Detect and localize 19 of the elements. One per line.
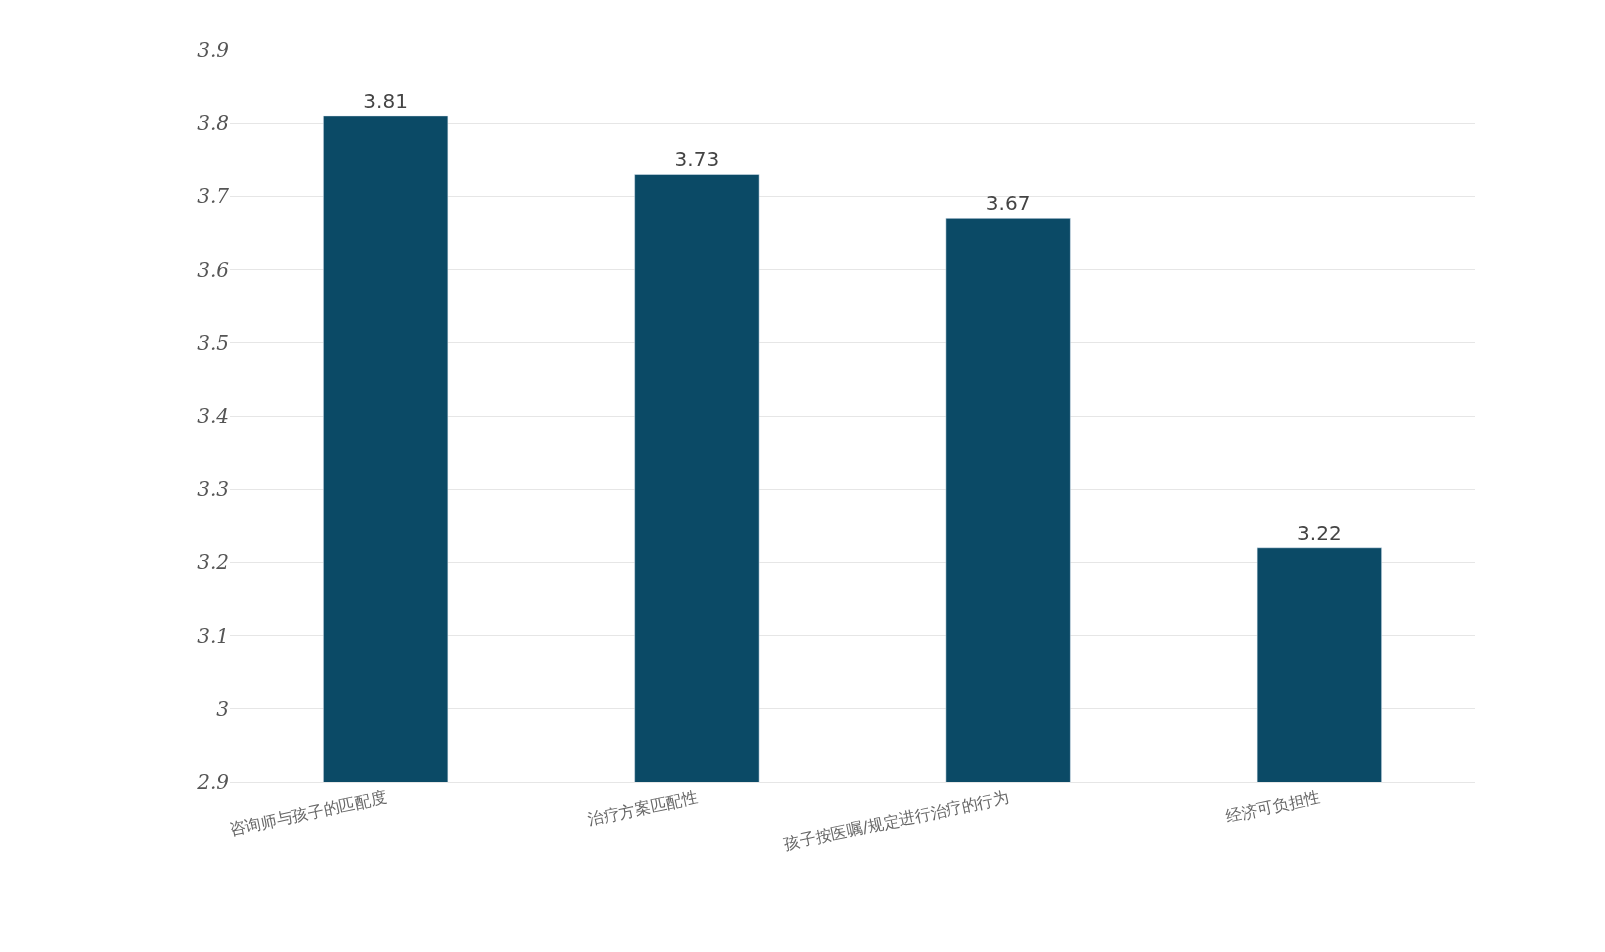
y-tick-label: 3.2	[197, 550, 229, 575]
x-tick-label: 治疗方案匹配性	[585, 787, 700, 830]
x-tick-label: 孩子按医嘱/规定进行治疗的行为	[782, 787, 1011, 854]
y-tick-label: 3.3	[197, 477, 229, 502]
y-tick-label: 3.1	[197, 623, 229, 648]
data-label: 3.73	[674, 147, 720, 172]
y-tick-label: 3.7	[197, 184, 230, 209]
y-tick-label: 3.6	[197, 257, 230, 282]
data-label: 3.67	[985, 191, 1031, 216]
y-tick-label: 3.5	[197, 330, 229, 355]
y-tick-label: 3.9	[197, 38, 230, 62]
y-tick-label: 2.9	[196, 770, 230, 794]
y-tick-label: 3.8	[197, 111, 229, 136]
y-tick-label: 3	[216, 696, 229, 721]
x-tick-label: 经济可负担性	[1224, 787, 1322, 826]
data-label: 3.22	[1297, 520, 1342, 545]
data-label: 3.81	[363, 88, 408, 113]
y-tick-label: 3.4	[197, 404, 229, 428]
x-tick-label: 咨询师与孩子的匹配度	[227, 787, 389, 840]
